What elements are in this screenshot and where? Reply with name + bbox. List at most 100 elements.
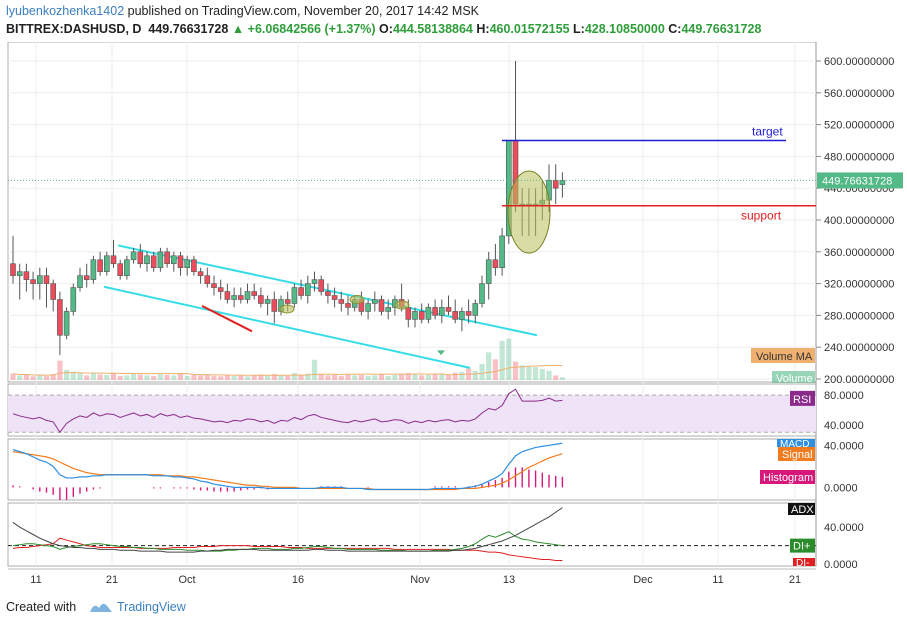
price-tick-label: 600.00000000	[824, 56, 894, 68]
volume-bar	[378, 374, 385, 380]
volume-bar	[77, 373, 83, 380]
high-value: 460.01572155	[489, 22, 570, 36]
candle-body	[77, 275, 83, 288]
volume-ma-label-box	[751, 348, 815, 363]
candle-body	[36, 275, 43, 284]
candle-body	[157, 251, 164, 269]
published-text: published on TradingView.com, November 2…	[127, 4, 480, 18]
volume-bar	[352, 375, 358, 380]
candle-body	[412, 311, 418, 320]
volume-bar	[311, 359, 318, 380]
price-tick-label: 560.00000000	[824, 88, 894, 100]
candle-body	[130, 251, 137, 261]
volume-bar	[512, 361, 519, 380]
symbol-label[interactable]: BITTREX:DASHUSD, D	[6, 22, 142, 36]
volume-bar	[258, 374, 264, 380]
candle-body	[258, 295, 264, 304]
highlight-ellipse	[279, 304, 295, 314]
volume-bar	[318, 374, 324, 380]
volume-bar	[439, 373, 445, 380]
macd-tick-label: 40.0000	[824, 440, 864, 452]
candle-body	[559, 180, 566, 185]
di-plus-label: DI+	[793, 541, 810, 553]
tradingview-logo-icon[interactable]	[88, 598, 114, 616]
ohlc-line: BITTREX:DASHUSD, D 449.76631728 ▲ +6.068…	[6, 22, 761, 36]
volume-bar	[425, 374, 431, 380]
candle-body	[552, 179, 559, 189]
volume-bar	[445, 374, 452, 380]
rsi-tick-label: 40.0000	[824, 420, 864, 432]
volume-bar	[10, 373, 16, 380]
volume-bar	[452, 372, 458, 380]
candle-body	[57, 299, 63, 336]
adx-label: ADX	[791, 504, 814, 516]
candle-body	[385, 307, 392, 312]
candle-body	[191, 259, 197, 272]
macd-tick-label: 0.0000	[824, 482, 858, 494]
price-tick-label: 360.00000000	[824, 247, 894, 259]
author-link[interactable]: lyubenkozhenka1402	[6, 4, 125, 18]
rsi-line	[12, 388, 563, 434]
open-label: O:	[379, 22, 393, 36]
price-tick-label: 320.00000000	[824, 279, 894, 291]
volume-bar	[144, 375, 150, 380]
low-label: L:	[573, 22, 585, 36]
volume-bar	[211, 375, 217, 380]
volume-ma-line	[12, 365, 563, 376]
tradingview-brand[interactable]: TradingView	[117, 600, 186, 614]
x-tick-label: 16	[292, 574, 304, 586]
price-tick-label: 480.00000000	[824, 151, 894, 163]
high-label: H:	[476, 22, 490, 36]
candle-body	[238, 295, 244, 300]
support-label: support	[741, 209, 782, 223]
downtrend-marker-line	[201, 304, 253, 333]
volume-bar	[271, 374, 277, 380]
candle-body	[418, 311, 425, 320]
volume-bar	[231, 375, 237, 380]
candle-body	[284, 299, 291, 304]
volume-bar	[218, 376, 224, 380]
volume-label-box	[772, 371, 815, 383]
candle-body	[23, 271, 30, 280]
candle-body	[432, 307, 438, 316]
rsi-band	[8, 395, 816, 433]
volume-bar	[151, 375, 157, 380]
volume-bar	[84, 375, 90, 380]
volume-bar	[479, 363, 485, 380]
candle-body	[271, 299, 278, 312]
candle-body	[425, 307, 432, 320]
volume-bar	[325, 375, 331, 380]
last-price-tag-text: 449.76631728	[822, 175, 892, 187]
volume-bar	[110, 372, 117, 380]
volume-bar	[291, 373, 297, 380]
volume-bar	[164, 374, 170, 380]
candle-body	[371, 299, 378, 304]
volume-bar	[17, 375, 23, 380]
candle-body	[405, 307, 412, 320]
candle-body	[465, 311, 472, 316]
last-price: 449.76631728	[148, 22, 229, 36]
volume-bar	[23, 374, 29, 380]
volume-bar	[399, 374, 405, 380]
chart-area[interactable]: 11 21 Oct 16 Nov 13 Dec 11 21 600.00000000 560.000…	[0, 42, 907, 592]
di-plus-label-box	[790, 538, 815, 553]
volume-bar	[177, 374, 184, 380]
chart-header: lyubenkozhenka1402 published on TradingV…	[0, 0, 907, 42]
last-price-tag	[817, 172, 903, 189]
volume-bar	[70, 371, 76, 380]
price-tick-label: 520.00000000	[824, 120, 894, 132]
x-tick-label: 11	[30, 574, 41, 586]
volume-bar	[224, 375, 230, 380]
candle-body	[224, 291, 231, 300]
candle-body	[110, 255, 117, 265]
di-minus-label-box	[793, 558, 815, 566]
volume-bar	[57, 360, 63, 380]
x-tick-label: Oct	[178, 574, 195, 586]
volume-bar	[338, 375, 344, 380]
candle-body	[10, 263, 16, 276]
created-with-text: Created with	[6, 600, 77, 614]
volume-bar	[265, 375, 271, 380]
price-tick-label: 400.00000000	[824, 215, 894, 227]
volume-bar	[37, 374, 43, 380]
volume-bar	[251, 375, 257, 380]
